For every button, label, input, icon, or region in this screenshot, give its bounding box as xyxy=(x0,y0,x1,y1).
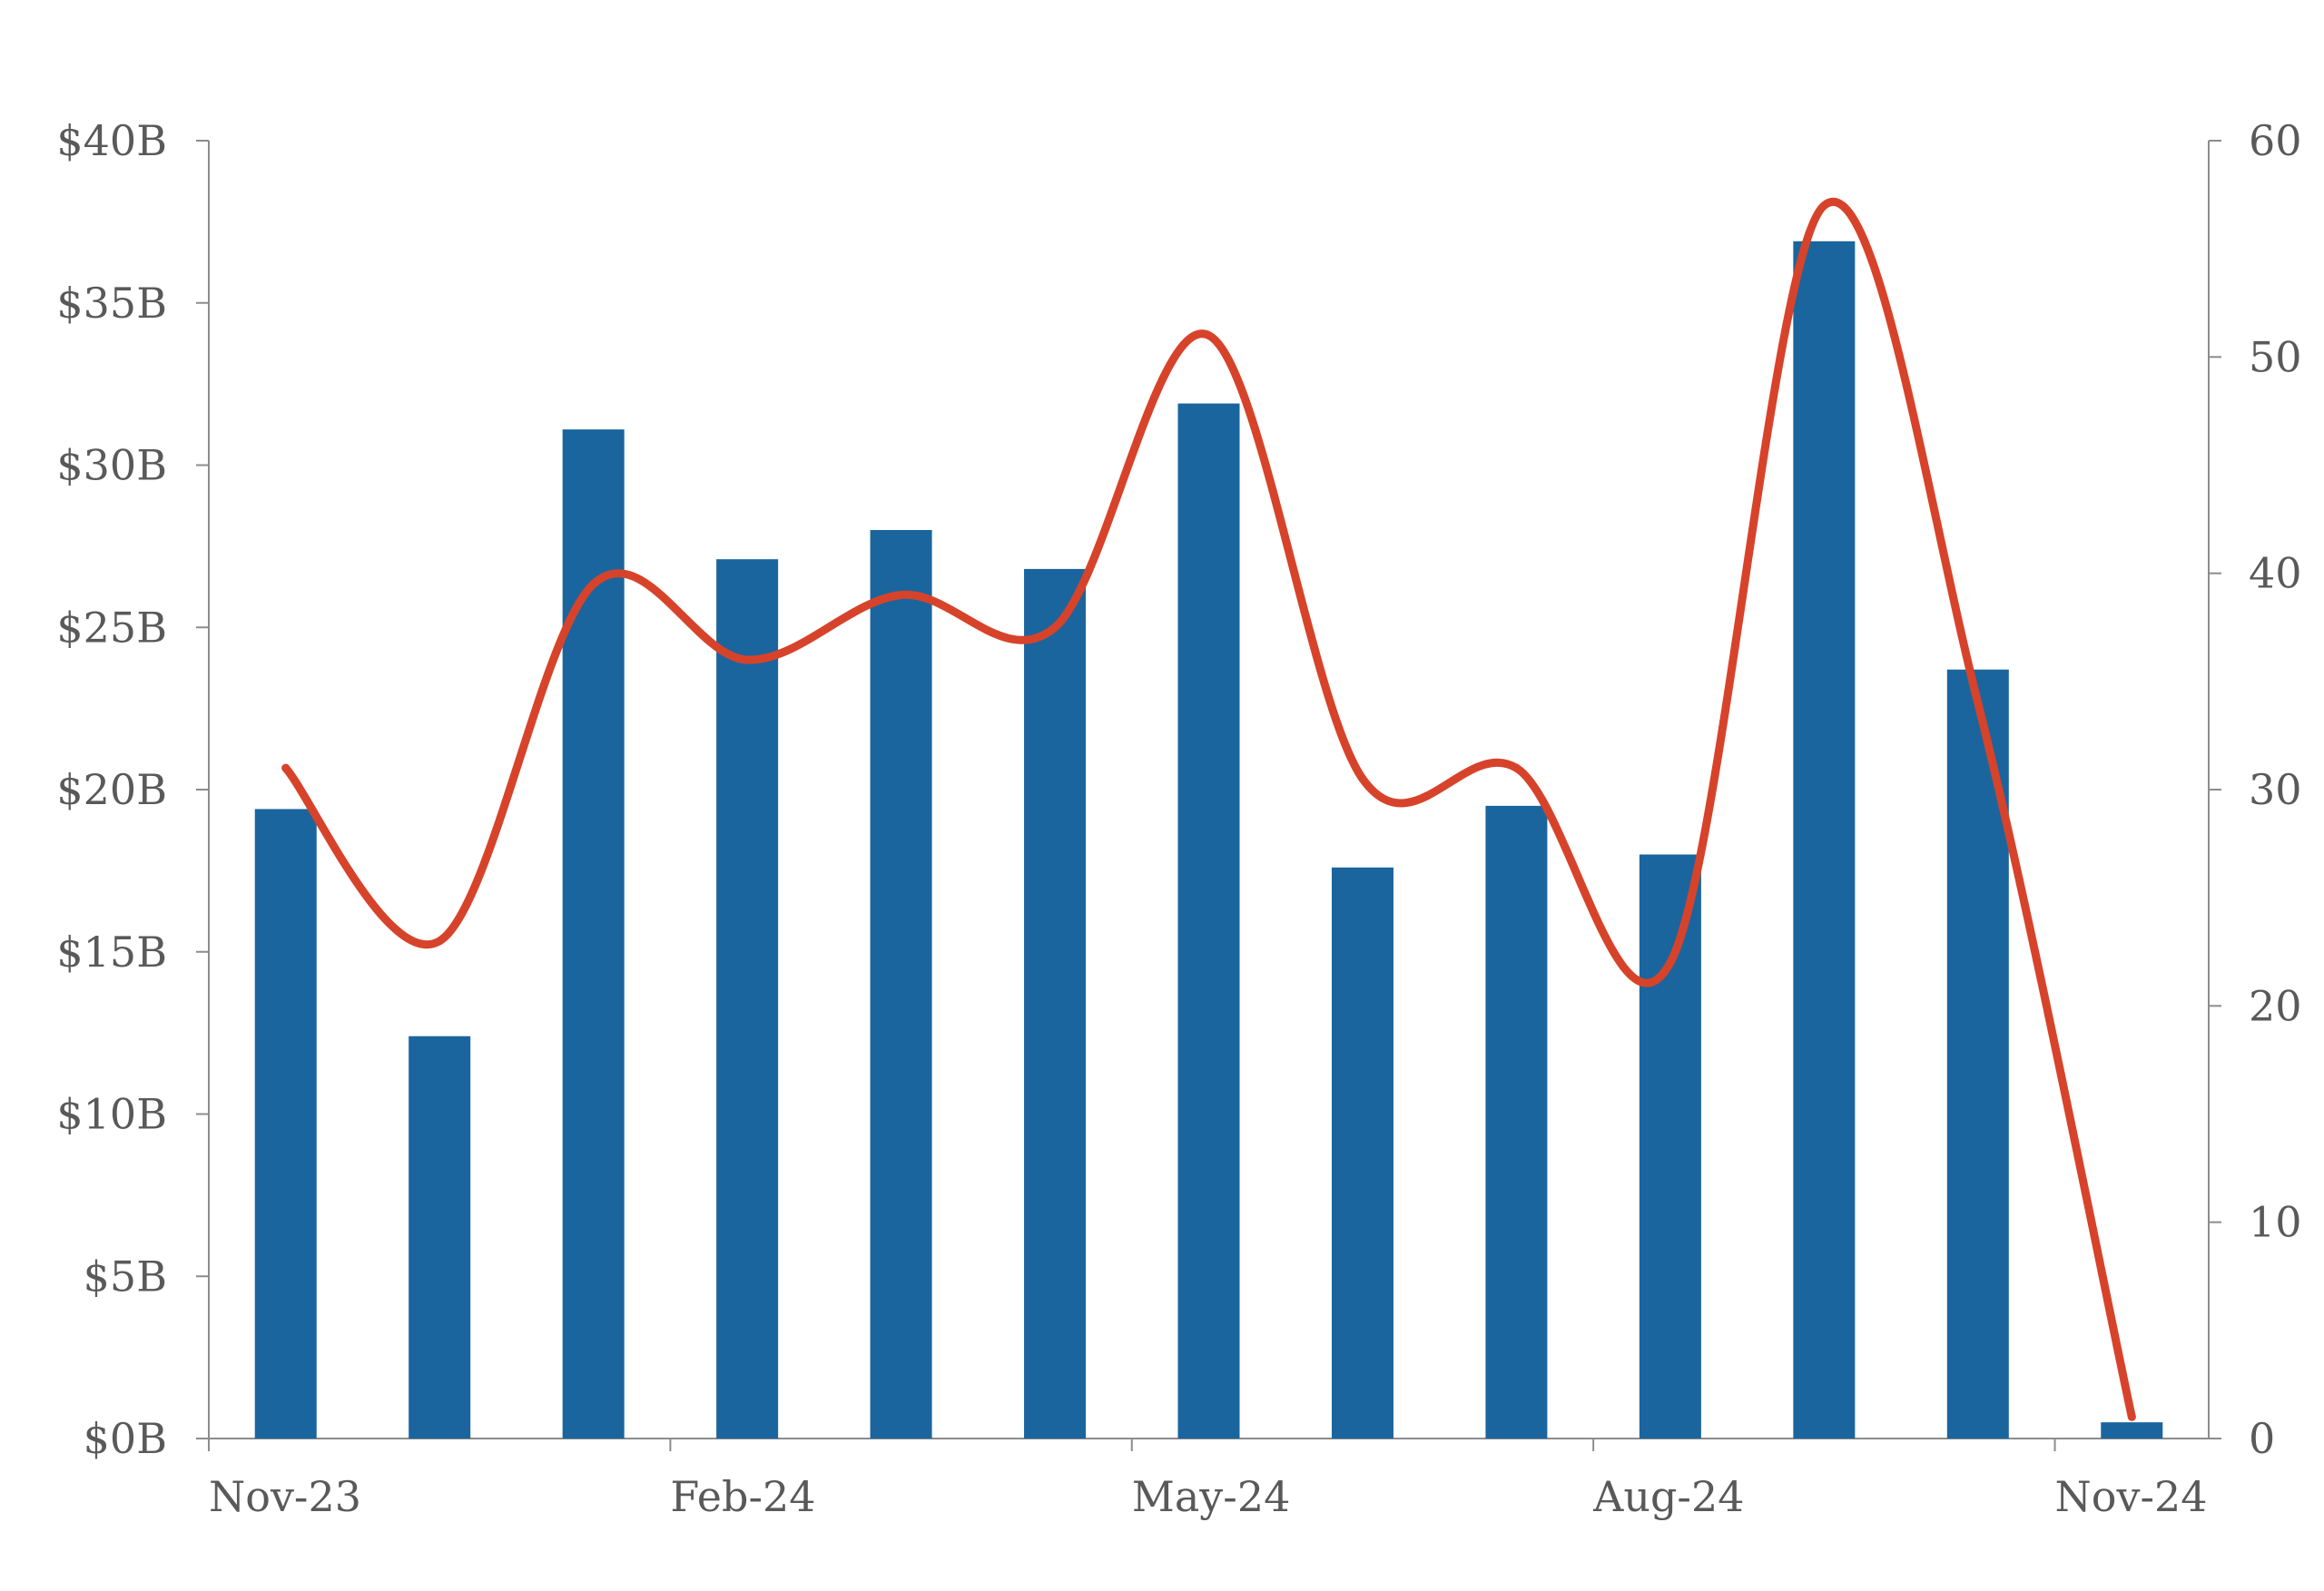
left-y-tick-label: $25B xyxy=(56,603,167,652)
line-point xyxy=(1358,774,1367,783)
bar-series xyxy=(254,241,2163,1439)
bar xyxy=(2101,1422,2163,1439)
line-point xyxy=(589,580,598,589)
x-tick-label: May-24 xyxy=(1132,1472,1291,1521)
line-point xyxy=(1819,201,1828,210)
bar xyxy=(409,1036,471,1439)
line-point xyxy=(743,655,752,664)
right-y-tick-label: 10 xyxy=(2249,1198,2302,1247)
right-y-tick-label: 30 xyxy=(2249,765,2302,814)
line-point xyxy=(1050,623,1059,632)
x-tick-label: Nov-23 xyxy=(209,1472,361,1521)
bar xyxy=(1024,568,1087,1439)
line-point xyxy=(897,591,906,599)
left-y-tick-label: $5B xyxy=(84,1252,167,1301)
right-y-tick-label: 0 xyxy=(2249,1414,2275,1463)
line-point xyxy=(1512,763,1521,772)
right-y-tick-label: 60 xyxy=(2249,116,2302,165)
line-point xyxy=(281,763,290,772)
line-point xyxy=(1205,331,1213,339)
line-series-path xyxy=(281,198,2136,1421)
bar xyxy=(870,530,932,1439)
right-y-tick-label: 50 xyxy=(2249,332,2302,381)
line-point xyxy=(1974,699,1983,708)
x-tick-label: Nov-24 xyxy=(2055,1472,2208,1521)
x-tick-label: Aug-24 xyxy=(1592,1472,1744,1521)
bar xyxy=(1639,854,1701,1439)
bar xyxy=(1177,403,1240,1439)
bar xyxy=(716,559,779,1439)
tick-labels: $0B $5B $10B $15B $20B $25B $30B $35B $40B 0 10 20 3… xyxy=(56,116,2301,1521)
left-y-tick-label: $10B xyxy=(56,1090,167,1139)
right-y-tick-label: 20 xyxy=(2249,981,2302,1030)
bar xyxy=(1485,805,1548,1439)
line-series xyxy=(281,198,2136,1421)
line-point xyxy=(435,937,444,946)
bar xyxy=(1331,867,1393,1439)
left-y-tick-label: $15B xyxy=(56,928,167,977)
bar xyxy=(562,429,625,1439)
left-y-tick-label: $0B xyxy=(84,1414,167,1463)
line-point xyxy=(1666,958,1675,967)
right-y-tick-label: 40 xyxy=(2249,549,2302,598)
x-tick-label: Feb-24 xyxy=(670,1472,815,1521)
left-y-tick-label: $40B xyxy=(56,116,167,165)
line-point xyxy=(2127,1412,2136,1421)
bar xyxy=(254,809,317,1439)
left-y-tick-label: $20B xyxy=(56,765,167,814)
bar xyxy=(1793,241,1856,1439)
left-y-tick-label: $30B xyxy=(56,441,167,490)
left-y-tick-label: $35B xyxy=(56,279,167,328)
